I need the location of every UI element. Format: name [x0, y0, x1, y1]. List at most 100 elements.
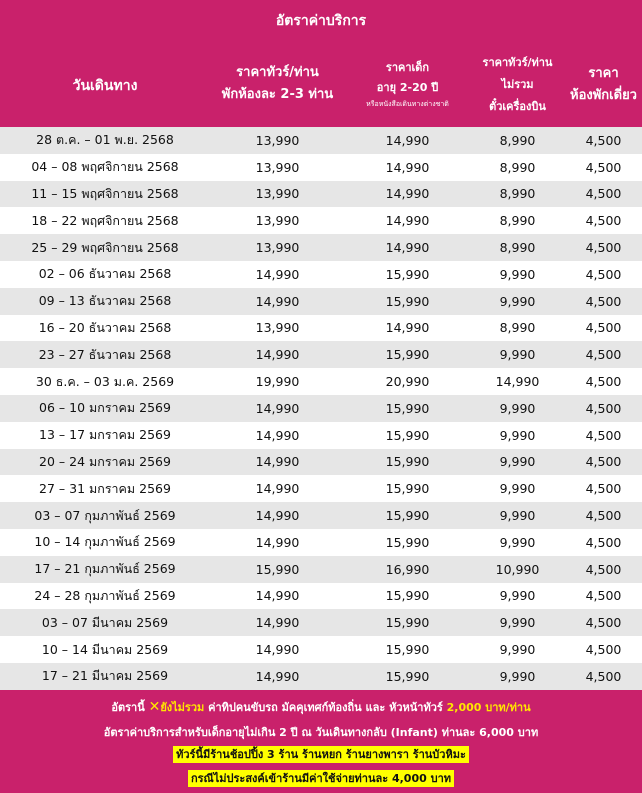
footer-note-infant: อัตราค่าบริการสำหรับเด็กอายุไม่เกิน 2 ปี… [103, 726, 539, 739]
cell-child-price: 16,990 [385, 561, 430, 577]
cell-no-ticket-price: 9,990 [499, 615, 536, 631]
table-row: 28 ต.ค. – 01 พ.ย. 2568 13,990 14,990 8,990 4… [0, 127, 642, 154]
table-row: 17 – 21 มีนาคม 2569 14,990 15,990 9,990 4,50… [0, 662, 642, 690]
cell-single-room-price: 4,500 [585, 374, 622, 390]
cell-adult-price: 13,990 [255, 213, 300, 229]
cell-no-ticket-price: 9,990 [499, 454, 536, 470]
cell-date: 11 – 15 พฤศจิกายน 2568 [31, 185, 179, 201]
cell-date: 25 – 29 พฤศจิกายน 2568 [31, 239, 179, 255]
cell-single-room-price: 4,500 [585, 186, 622, 202]
cell-date: 03 – 07 กุมภาพันธ์ 2569 [34, 507, 176, 523]
cell-single-room-price: 4,500 [585, 668, 622, 684]
table-row: 10 – 14 กุมภาพันธ์ 2569 14,990 15,990 9,990… [0, 528, 642, 556]
table-row: 02 – 06 ธันวาคม 2568 14,990 15,990 9,990 4,5… [0, 260, 642, 288]
table-row: 10 – 14 มีนาคม 2569 14,990 15,990 9,990 4,50… [0, 636, 642, 663]
cell-adult-price: 14,990 [255, 427, 300, 443]
cell-adult-price: 14,990 [255, 508, 300, 524]
cell-single-room-price: 4,500 [585, 508, 622, 524]
cell-no-ticket-price: 10,990 [495, 561, 540, 577]
cell-single-room-price: 4,500 [585, 320, 622, 336]
cell-child-price: 15,990 [385, 615, 430, 631]
cell-date: 27 – 31 มกราคม 2569 [39, 480, 171, 496]
cell-adult-price: 14,990 [255, 534, 300, 550]
cell-single-room-price: 4,500 [585, 481, 622, 497]
cell-no-ticket-price: 9,990 [499, 347, 536, 363]
cell-no-ticket-price: 9,990 [499, 427, 536, 443]
cell-single-room-price: 4,500 [585, 534, 622, 550]
cell-single-room-price: 4,500 [585, 615, 622, 631]
cell-date: 10 – 14 มีนาคม 2569 [41, 641, 169, 657]
cell-no-ticket-price: 8,990 [499, 186, 536, 202]
cell-adult-price: 14,990 [255, 642, 300, 658]
cell-no-ticket-price: 9,990 [499, 642, 536, 658]
cell-adult-price: 14,990 [255, 588, 300, 604]
cell-single-room-price: 4,500 [585, 588, 622, 604]
cell-date: 06 – 10 มกราคม 2569 [39, 400, 171, 416]
cell-child-price: 15,990 [385, 454, 430, 470]
cell-child-price: 14,990 [385, 159, 430, 175]
cell-child-price: 14,990 [385, 320, 430, 336]
cell-date: 18 – 22 พฤศจิกายน 2568 [31, 212, 179, 228]
table-row: 09 – 13 ธันวาคม 2568 14,990 15,990 9,990 4,5… [0, 287, 642, 315]
header-date: วันเดินทาง [72, 78, 138, 94]
cell-child-price: 14,990 [385, 132, 430, 148]
cell-child-price: 15,990 [385, 508, 430, 524]
table-row: 25 – 29 พฤศจิกายน 2568 13,990 14,990 8,990 4… [0, 234, 642, 261]
cell-child-price: 15,990 [385, 588, 430, 604]
table-header: อัตราค่าบริการ วันเดินทาง ราคาทัวร์/ท่าน… [0, 0, 642, 127]
cell-adult-price: 13,990 [255, 186, 300, 202]
cell-no-ticket-price: 9,990 [499, 534, 536, 550]
cell-no-ticket-price: 9,990 [499, 588, 536, 604]
cell-date: 24 – 28 กุมภาพันธ์ 2569 [34, 587, 176, 603]
cell-adult-price: 14,990 [255, 615, 300, 631]
cell-no-ticket-price: 8,990 [499, 159, 536, 175]
cell-child-price: 14,990 [385, 213, 430, 229]
cell-single-room-price: 4,500 [585, 347, 622, 363]
cell-no-ticket-price: 9,990 [499, 293, 536, 309]
table-row: 23 – 27 ธันวาคม 2568 14,990 15,990 9,990 4,5… [0, 341, 642, 369]
cell-child-price: 20,990 [385, 374, 430, 390]
cell-single-room-price: 4,500 [585, 266, 622, 282]
cell-child-price: 15,990 [385, 347, 430, 363]
cell-date: 30 ธ.ค. – 03 ม.ค. 2569 [35, 373, 175, 389]
table-row: 24 – 28 กุมภาพันธ์ 2569 14,990 15,990 9,990… [0, 582, 642, 610]
cell-date: 04 – 08 พฤศจิกายน 2568 [31, 159, 179, 175]
header-no-ticket: ราคาทัวร์/ท่าน ไม่รวม ตั๋วเครื่องบิน [482, 56, 553, 113]
cell-adult-price: 14,990 [255, 400, 300, 416]
cell-date: 03 – 07 มีนาคม 2569 [41, 614, 169, 630]
cell-adult-price: 14,990 [255, 293, 300, 309]
cell-single-room-price: 4,500 [585, 159, 622, 175]
table-footer: อัตรานี้ ✕ยังไม่รวม ค่าทิปคนขับรถ มัคคุเ… [0, 690, 642, 793]
cell-no-ticket-price: 8,990 [499, 132, 536, 148]
cell-no-ticket-price: 8,990 [499, 320, 536, 336]
cell-date: 10 – 14 กุมภาพันธ์ 2569 [34, 534, 176, 550]
cell-single-room-price: 4,500 [585, 132, 622, 148]
cell-single-room-price: 4,500 [585, 454, 622, 470]
cross-icon: ✕ [148, 699, 161, 715]
cell-no-ticket-price: 9,990 [499, 400, 536, 416]
cell-no-ticket-price: 9,990 [499, 508, 536, 524]
cell-date: 02 – 06 ธันวาคม 2568 [38, 266, 172, 282]
footer-note-tips: อัตรานี้ ✕ยังไม่รวม ค่าทิปคนขับรถ มัคคุเ… [111, 699, 531, 715]
cell-single-room-price: 4,500 [585, 561, 622, 577]
table-row: 06 – 10 มกราคม 2569 14,990 15,990 9,990 4,50… [0, 394, 642, 422]
table-row: 18 – 22 พฤศจิกายน 2568 13,990 14,990 8,990 4… [0, 207, 642, 235]
cell-adult-price: 14,990 [255, 266, 300, 282]
header-adult: ราคาทัวร์/ท่าน พักห้องละ 2-3 ท่าน [221, 65, 334, 102]
cell-date: 17 – 21 มีนาคม 2569 [41, 668, 169, 684]
cell-adult-price: 13,990 [255, 320, 300, 336]
cell-child-price: 15,990 [385, 534, 430, 550]
cell-adult-price: 13,990 [255, 159, 300, 175]
table-body: 28 ต.ค. – 01 พ.ย. 2568 13,990 14,990 8,990 4… [0, 127, 642, 690]
header-single-room: ราคา ห้องพักเดี่ยว [570, 66, 637, 103]
table-row: 27 – 31 มกราคม 2569 14,990 15,990 9,990 4,50… [0, 475, 642, 503]
table-row: 03 – 07 มีนาคม 2569 14,990 15,990 9,990 4,50… [0, 609, 642, 637]
cell-adult-price: 14,990 [255, 668, 300, 684]
table-row: 13 – 17 มกราคม 2569 14,990 15,990 9,990 4,50… [0, 421, 642, 449]
header-child: ราคาเด็ก อายุ 2-20 ปี หรือหนังสือเดินทาง… [366, 61, 449, 108]
cell-date: 20 – 24 มกราคม 2569 [39, 453, 171, 469]
cell-date: 13 – 17 มกราคม 2569 [39, 427, 171, 443]
cell-child-price: 15,990 [385, 400, 430, 416]
cell-no-ticket-price: 8,990 [499, 240, 536, 256]
